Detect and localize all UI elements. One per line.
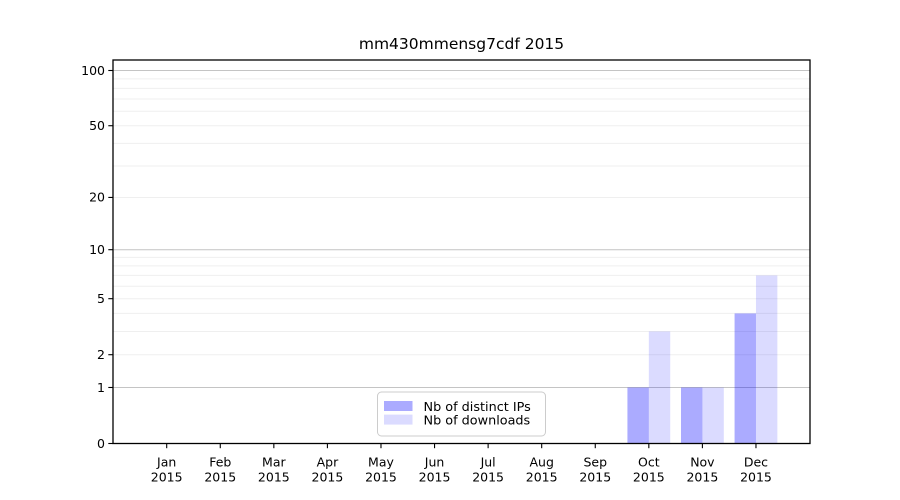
bar-oct-series2 xyxy=(648,331,671,444)
axis-labels: 0 1 2 5 10 20 50 100 Jan 2015 Feb 2015 Mar 2015 Apr 201… xyxy=(81,63,772,485)
y-tick-label: 10 xyxy=(89,242,105,257)
x-tick-label-mar: Mar 2015 xyxy=(258,455,290,485)
y-tick-label: 0 xyxy=(97,436,105,451)
y-tick-label: 2 xyxy=(97,347,105,362)
bar-oct-series1 xyxy=(627,387,649,444)
chart-title: mm430mmensg7cdf 2015 xyxy=(359,35,564,53)
x-tick-label-apr: Apr 2015 xyxy=(312,455,344,485)
legend-label-series2: Nb of downloads xyxy=(424,414,531,429)
x-tick-label-may: May 2015 xyxy=(365,455,397,485)
bar-dec-series2 xyxy=(755,275,778,444)
x-tick-label-feb: Feb 2015 xyxy=(204,455,236,485)
y-tick-label: 50 xyxy=(89,118,105,133)
y-tick-label: 5 xyxy=(97,291,105,306)
bar-dec-series1 xyxy=(734,313,756,444)
x-tick-label-sep: Sep 2015 xyxy=(579,455,611,485)
gridlines xyxy=(113,70,810,388)
y-tick-label: 1 xyxy=(97,380,105,395)
y-tick-label: 20 xyxy=(89,190,105,205)
legend-swatch-series1 xyxy=(384,401,413,411)
x-tick-label-jan: Jan 2015 xyxy=(151,455,183,485)
y-tick-label: 100 xyxy=(81,63,105,78)
legend-swatch-series2 xyxy=(384,414,413,425)
x-tick-label-dec: Dec 2015 xyxy=(740,455,772,485)
bar-nov-series2 xyxy=(702,387,724,444)
bar-nov-series1 xyxy=(681,387,703,444)
plot-frame xyxy=(112,59,811,445)
x-tick-label-oct: Oct 2015 xyxy=(633,455,665,485)
x-tick-label-aug: Aug 2015 xyxy=(526,455,558,485)
legend-box xyxy=(377,391,546,437)
bars xyxy=(627,275,778,444)
x-tick-label-nov: Nov 2015 xyxy=(686,455,718,485)
x-tick-label-jun: Jun 2015 xyxy=(419,455,451,485)
legend-label-series1: Nb of distinct IPs xyxy=(424,400,532,415)
axis-ticks xyxy=(108,69,757,449)
x-tick-label-jul: Jul 2015 xyxy=(472,455,504,485)
